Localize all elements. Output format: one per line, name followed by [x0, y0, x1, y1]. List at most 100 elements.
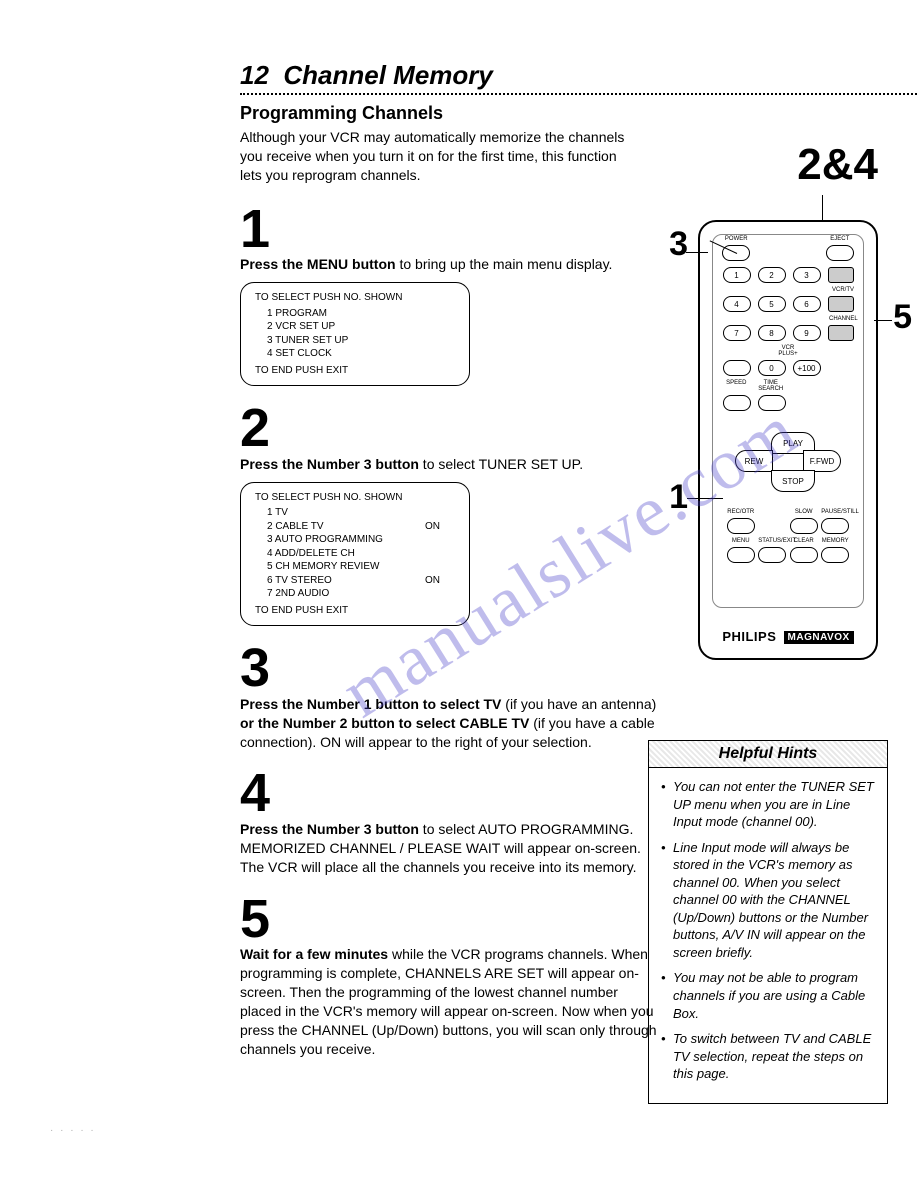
pointer-line — [687, 498, 723, 499]
remote-row: 7 8 9 — [713, 322, 863, 344]
chapter-title: Channel Memory — [283, 60, 493, 90]
hint-item: To switch between TV and CABLE TV select… — [661, 1030, 875, 1083]
remote-label-row: SPEED TIME SEARCH — [713, 379, 863, 392]
step-text: Press the Number 1 button to select TV (… — [240, 695, 660, 752]
menu-item-state — [425, 560, 455, 574]
step-number: 5 — [240, 895, 660, 944]
menu-item-label: 2 CABLE TV — [267, 520, 425, 534]
menu-item-label: 4 ADD/DELETE CH — [267, 547, 425, 561]
menu-item: 7 2ND AUDIO — [267, 587, 455, 601]
menu-item-state — [425, 320, 455, 334]
menu-item-state — [425, 334, 455, 348]
key-label: POWER — [722, 236, 750, 242]
step-3: 3 Press the Number 1 button to select TV… — [240, 644, 660, 751]
chapter-number: 12 — [240, 60, 269, 90]
menu-item: 1 PROGRAM — [267, 307, 455, 321]
section-heading: Programming Channels — [240, 103, 898, 124]
menu-footer: TO END PUSH EXIT — [255, 364, 455, 378]
key-label: STATUS/EXIT — [758, 538, 786, 544]
step-rest: to select TUNER SET UP. — [419, 456, 583, 472]
step-text: Press the Number 3 button to select AUTO… — [240, 820, 660, 877]
fast-forward-button: F.FWD — [803, 450, 841, 472]
number-5-button: 5 — [758, 296, 786, 312]
menu-display-2: TO SELECT PUSH NO. SHOWN 1 TV2 CABLE TVO… — [240, 482, 470, 627]
hints-list: You can not enter the TUNER SET UP menu … — [649, 768, 887, 1103]
menu-item: 2 CABLE TVON — [267, 520, 455, 534]
channel-up-button — [828, 296, 854, 312]
speed-button — [723, 395, 751, 411]
menu-item-label: 1 PROGRAM — [267, 307, 425, 321]
number-3-button: 3 — [793, 267, 821, 283]
key-label: PAUSE/STILL — [821, 509, 849, 515]
menu-item-state — [425, 587, 455, 601]
hint-item: Line Input mode will always be stored in… — [661, 839, 875, 962]
key-label: SLOW — [790, 509, 818, 515]
step-bold: Press the MENU button — [240, 256, 396, 272]
remote-label-row: VCR PLUS+ — [713, 344, 863, 357]
pointer-3: 3 — [669, 225, 688, 264]
step-rest: to bring up the main menu display. — [396, 256, 613, 272]
channel-down-button — [828, 325, 854, 341]
menu-header: TO SELECT PUSH NO. SHOWN — [255, 291, 455, 305]
menu-footer: TO END PUSH EXIT — [255, 604, 455, 618]
step-number: 2 — [240, 404, 660, 453]
menu-item-label: 3 AUTO PROGRAMMING — [267, 533, 425, 547]
key-label: TIME SEARCH — [757, 380, 785, 392]
step-text: Wait for a few minutes while the VCR pro… — [240, 945, 660, 1058]
rewind-button: REW — [735, 450, 773, 472]
step-1: 1 Press the MENU button to bring up the … — [240, 205, 660, 386]
menu-item: 3 AUTO PROGRAMMING — [267, 533, 455, 547]
remote-row: 0 +100 — [713, 357, 863, 379]
callout-2-and-4: 2&4 — [797, 140, 878, 190]
step-bold: Press the Number 3 button — [240, 821, 419, 837]
menu-item: 6 TV STEREOON — [267, 574, 455, 588]
menu-item-label: 5 CH MEMORY REVIEW — [267, 560, 425, 574]
slow-button — [790, 518, 818, 534]
stop-button: STOP — [771, 470, 815, 492]
dotted-rule — [240, 93, 918, 95]
pointer-line — [686, 252, 708, 253]
menu-item-state — [425, 533, 455, 547]
key-label: MENU — [727, 538, 755, 544]
key-label: CHANNEL — [829, 316, 857, 322]
menu-item: 3 TUNER SET UP — [267, 334, 455, 348]
helpful-hints-box: Helpful Hints You can not enter the TUNE… — [648, 740, 888, 1104]
menu-header: TO SELECT PUSH NO. SHOWN — [255, 491, 455, 505]
page-title: 12 Channel Memory — [240, 60, 898, 91]
vcr-tv-button — [828, 267, 854, 283]
number-1-button: 1 — [723, 267, 751, 283]
pointer-1: 1 — [669, 478, 688, 517]
menu-item-state: ON — [425, 520, 455, 534]
menu-item-state — [425, 506, 455, 520]
key-label: VCR PLUS+ — [774, 345, 802, 357]
menu-button — [727, 547, 755, 563]
transport-controls: PLAY REW F.FWD STOP — [723, 432, 853, 492]
key-label: CLEAR — [790, 538, 818, 544]
step-2: 2 Press the Number 3 button to select TU… — [240, 404, 660, 626]
step-bold: Press the Number 1 button to select TV — [240, 696, 501, 712]
step-rest: (if you have an antenna) — [501, 696, 656, 712]
key-label: SPEED — [722, 380, 750, 392]
remote-inner: POWER EJECT 1 2 3 VCR/TV 4 5 6 CHANNEL — [712, 234, 864, 608]
remote-control-diagram: POWER EJECT 1 2 3 VCR/TV 4 5 6 CHANNEL — [698, 220, 878, 660]
key-label: REC/OTR — [727, 509, 755, 515]
menu-item-state — [425, 547, 455, 561]
hints-title: Helpful Hints — [649, 741, 887, 768]
step-4: 4 Press the Number 3 button to select AU… — [240, 769, 660, 876]
menu-item-label: 2 VCR SET UP — [267, 320, 425, 334]
menu-display-1: TO SELECT PUSH NO. SHOWN 1 PROGRAM2 VCR … — [240, 282, 470, 386]
remote-row — [719, 544, 857, 566]
remote-label-row: POWER EJECT — [713, 235, 863, 242]
remote-row — [719, 515, 857, 537]
step-number: 1 — [240, 205, 660, 254]
brand-magnavox: MAGNAVOX — [784, 631, 854, 644]
number-9-button: 9 — [793, 325, 821, 341]
menu-item-label: 1 TV — [267, 506, 425, 520]
step-rest: while the VCR programs channels. When pr… — [240, 946, 657, 1056]
step-number: 4 — [240, 769, 660, 818]
step-number: 3 — [240, 644, 660, 693]
step-text: Press the MENU button to bring up the ma… — [240, 255, 660, 274]
brand-philips: PHILIPS — [722, 629, 776, 644]
menu-item: 4 ADD/DELETE CH — [267, 547, 455, 561]
remote-row: 4 5 6 — [713, 293, 863, 315]
